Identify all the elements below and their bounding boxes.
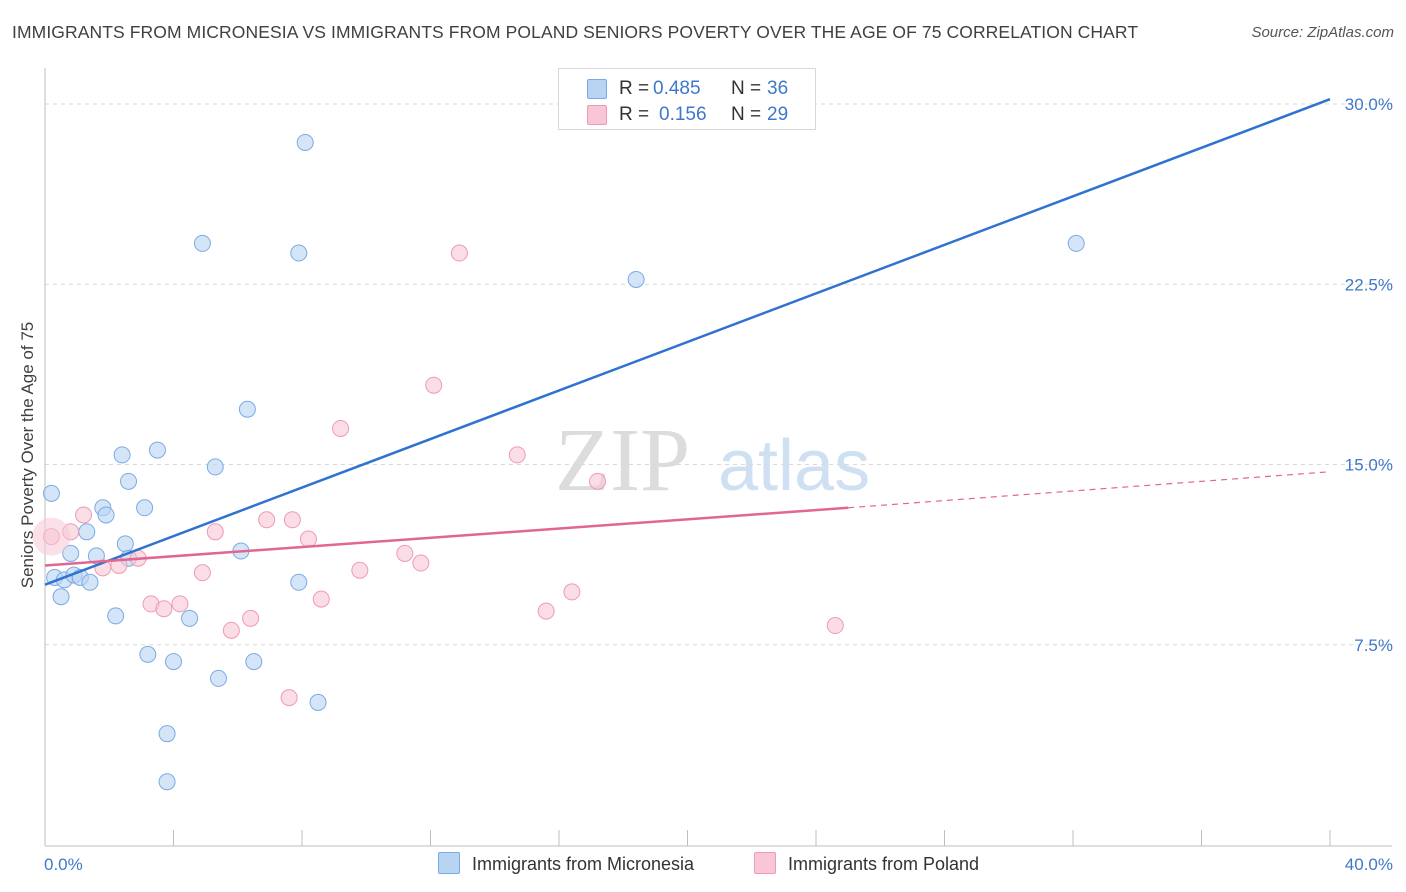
r-value-poland: 0.156 bbox=[659, 104, 707, 125]
y-tick-label: 7.5% bbox=[1354, 636, 1393, 655]
micronesia-swatch bbox=[587, 79, 607, 99]
micronesia-point bbox=[1067, 234, 1085, 252]
micronesia-point bbox=[148, 441, 166, 459]
poland-point bbox=[242, 609, 260, 627]
micronesia-point bbox=[62, 544, 80, 562]
micronesia-point bbox=[139, 645, 157, 663]
poland-point bbox=[537, 602, 555, 620]
micronesia-point bbox=[113, 446, 131, 464]
watermark-atlas: atlas bbox=[718, 426, 870, 506]
poland-point bbox=[425, 376, 443, 394]
y-tick-label: 15.0% bbox=[1345, 456, 1393, 475]
micronesia-point bbox=[78, 523, 96, 541]
r-label: R = bbox=[619, 104, 650, 125]
poland-legend-label: Immigrants from Poland bbox=[788, 854, 980, 874]
micronesia-point bbox=[116, 535, 134, 553]
poland-point bbox=[351, 561, 369, 579]
micronesia-point bbox=[165, 653, 182, 671]
micronesia-point bbox=[627, 270, 645, 288]
micronesia-point bbox=[309, 693, 327, 711]
poland-trendline bbox=[44, 506, 849, 567]
micronesia-point bbox=[209, 669, 227, 687]
micronesia-point bbox=[81, 573, 99, 591]
poland-point bbox=[563, 583, 581, 601]
poland-point bbox=[589, 472, 607, 490]
bottom-legend-micronesia: Immigrants from Micronesia bbox=[438, 852, 694, 875]
n-label: N = bbox=[731, 78, 762, 99]
chart-title: IMMIGRANTS FROM MICRONESIA VS IMMIGRANTS… bbox=[12, 22, 1139, 42]
poland-point bbox=[171, 595, 189, 613]
micronesia-point bbox=[136, 499, 154, 517]
poland-swatch bbox=[587, 105, 607, 125]
poland-point bbox=[258, 511, 276, 529]
y-tick-label: 22.5% bbox=[1345, 275, 1393, 294]
micronesia-point bbox=[238, 400, 256, 418]
watermark-zip: ZIP bbox=[555, 411, 690, 510]
poland-point bbox=[396, 544, 414, 562]
micronesia-point bbox=[97, 506, 115, 524]
r-value-micronesia: 0.485 bbox=[653, 78, 701, 99]
micronesia-point bbox=[158, 725, 176, 743]
poland-trendline-extension bbox=[848, 471, 1331, 509]
poland-point bbox=[299, 530, 317, 548]
poland-point bbox=[826, 617, 844, 635]
legend-row-micronesia: R = 0.485 N = 36 bbox=[559, 75, 815, 101]
poland-point bbox=[412, 554, 430, 572]
micronesia-point bbox=[290, 244, 308, 262]
micronesia-point bbox=[107, 607, 125, 625]
source-label: Source: ZipAtlas.com bbox=[1251, 24, 1394, 41]
micronesia-trendline bbox=[44, 98, 1331, 586]
poland-point bbox=[222, 621, 240, 639]
correlation-legend: R = 0.485 N = 36 R = 0.156 N = 29 bbox=[558, 68, 816, 130]
micronesia-point bbox=[193, 234, 211, 252]
micronesia-point bbox=[290, 573, 308, 591]
poland-point bbox=[450, 244, 468, 262]
n-value-micronesia: 36 bbox=[767, 78, 789, 99]
poland-point bbox=[312, 590, 330, 608]
poland-point bbox=[508, 446, 526, 464]
micronesia-legend-label: Immigrants from Micronesia bbox=[472, 854, 695, 874]
poland-point bbox=[206, 523, 224, 541]
micronesia-point bbox=[42, 484, 60, 502]
micronesia-point bbox=[120, 472, 138, 490]
y-tick-label: 30.0% bbox=[1345, 95, 1393, 114]
x-tick-label: 0.0% bbox=[44, 855, 83, 874]
legend-row-poland: R = 0.156 N = 29 bbox=[559, 101, 815, 127]
bottom-legend-poland: Immigrants from Poland bbox=[754, 852, 979, 875]
poland-point bbox=[283, 511, 301, 529]
micronesia-legend-swatch bbox=[438, 852, 460, 874]
micronesia-point bbox=[206, 458, 224, 476]
y-axis-title: Seniors Poverty Over the Age of 75 bbox=[18, 322, 37, 588]
poland-point bbox=[155, 600, 173, 618]
poland-point bbox=[280, 689, 298, 707]
poland-point bbox=[75, 506, 93, 524]
n-value-poland: 29 bbox=[767, 104, 789, 125]
poland-point bbox=[193, 564, 211, 582]
micronesia-point bbox=[296, 133, 314, 151]
poland-legend-swatch bbox=[754, 852, 776, 874]
micronesia-point bbox=[181, 609, 199, 627]
poland-point-cluster bbox=[32, 517, 71, 556]
micronesia-point bbox=[245, 653, 263, 671]
n-label: N = bbox=[731, 104, 762, 125]
poland-point bbox=[332, 419, 350, 437]
r-label: R = bbox=[619, 78, 650, 99]
x-tick-label: 40.0% bbox=[1345, 855, 1393, 874]
micronesia-point bbox=[158, 773, 176, 791]
micronesia-point bbox=[52, 588, 70, 606]
